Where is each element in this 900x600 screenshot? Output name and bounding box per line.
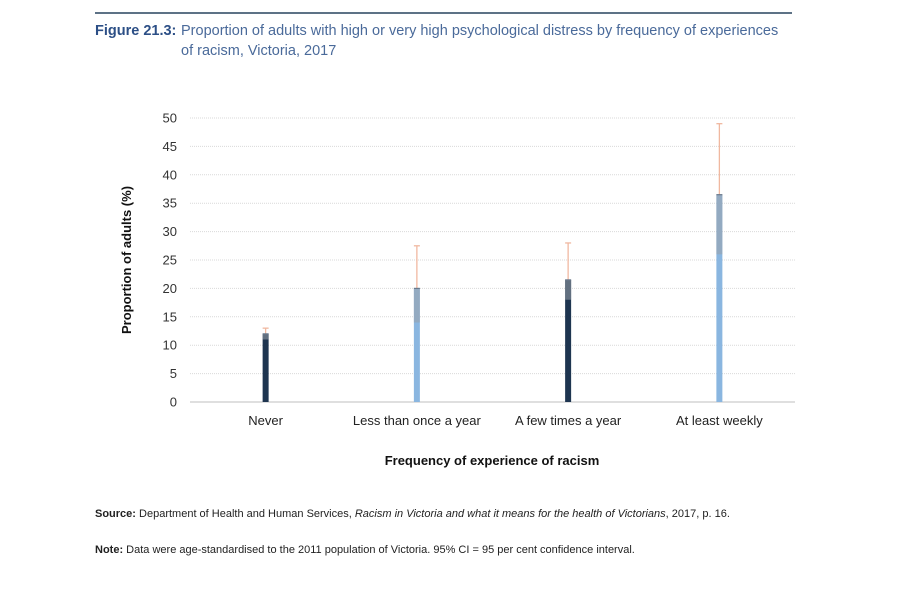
ci-lower-range — [565, 279, 572, 300]
source-text: Department of Health and Human Services, — [139, 508, 355, 520]
y-tick-label: 0 — [170, 395, 177, 410]
y-tick-label: 5 — [170, 366, 177, 381]
bar — [262, 333, 269, 402]
y-tick-label: 50 — [163, 111, 177, 126]
note-text: Data were age-standardised to the 2011 p… — [126, 544, 635, 556]
y-tick-label: 20 — [163, 281, 177, 296]
y-axis-ticks: 0 5 10 15 20 25 30 35 40 45 50 — [163, 111, 177, 410]
ci-lower-range — [413, 288, 420, 323]
y-tick-label: 35 — [163, 196, 177, 211]
y-tick-label: 25 — [163, 253, 177, 268]
x-tick-label: Less than once a year — [353, 413, 482, 428]
figure-label: Figure 21.3: — [95, 23, 177, 39]
x-axis-label: Frequency of experience of racism — [385, 453, 600, 468]
figure-title: Proportion of adults with high or very h… — [181, 23, 779, 59]
x-axis-ticks: Never Less than once a year A few times a … — [248, 413, 763, 428]
y-tick-label: 15 — [163, 309, 177, 324]
bar — [716, 194, 723, 402]
chart-bars — [262, 123, 723, 402]
x-tick-label: At least weekly — [676, 413, 763, 428]
y-tick-label: 30 — [163, 224, 177, 239]
y-axis-label: Proportion of adults (%) — [119, 186, 134, 334]
y-tick-label: 40 — [163, 167, 177, 182]
bar — [413, 288, 420, 402]
bar — [565, 279, 572, 402]
y-tick-label: 45 — [163, 139, 177, 154]
x-tick-label: Never — [248, 413, 283, 428]
note-label: Note: — [95, 544, 124, 556]
x-tick-label: A few times a year — [515, 413, 622, 428]
source-note: Source: Department of Health and Human S… — [95, 506, 805, 523]
source-title: Racism in Victoria and what it means for… — [354, 508, 666, 520]
y-tick-label: 10 — [163, 338, 177, 353]
ci-lower-range — [716, 194, 723, 255]
source-label: Source: — [95, 508, 136, 520]
top-rule — [95, 12, 792, 14]
chart-gridlines — [190, 117, 795, 375]
ci-lower-range — [262, 333, 269, 340]
source-text-after: , 2017, p. 16. — [665, 508, 730, 520]
note: Note: Data were age-standardised to the … — [95, 542, 805, 559]
